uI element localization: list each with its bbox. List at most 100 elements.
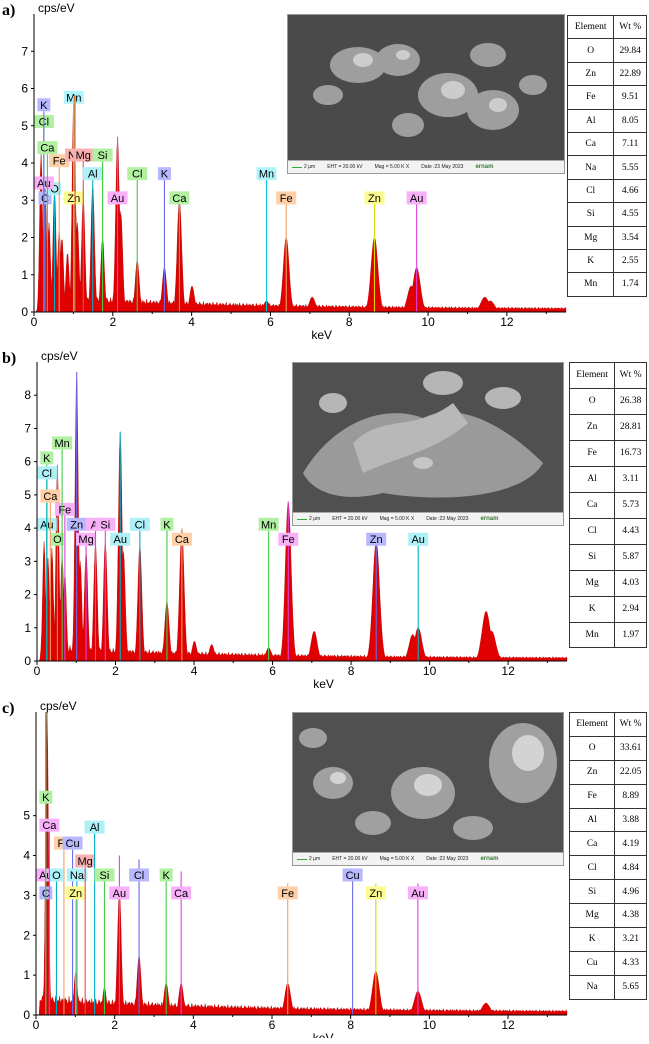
table-cell: Al [568,807,616,833]
table-row: Al 3.11 [568,465,647,493]
element-marker-label: Au [411,888,424,900]
y-tick-label: 2 [21,231,28,245]
element-marker-fe: Fe [278,532,299,546]
element-marker-label: Si [98,150,108,162]
element-marker-zn: Zn [66,517,87,531]
sem-eht: EHT = 20.00 kV [332,856,368,862]
table-cell: Al [566,108,615,133]
element-marker-label: Zn [69,888,82,900]
x-tick-label: 6 [267,315,274,329]
x-tick-label: 2 [111,1018,118,1032]
element-marker-au: Au [107,191,128,205]
table-row: Si 4.96 [568,879,647,904]
sem-scale: 2 µm [297,516,320,522]
sem-date: Date :23 May 2023 [426,856,469,862]
element-marker-box [129,517,150,531]
x-tick-label: 0 [34,664,41,678]
table-cell: 5.55 [613,155,647,180]
element-marker-box [110,532,131,546]
table-row: Al 8.05 [566,108,647,133]
table-cell: 29.84 [613,38,647,63]
element-marker-box [109,886,130,900]
table-cell: 5.87 [614,543,647,571]
element-marker-al: Al [84,820,105,834]
element-marker-box [157,167,171,181]
table-row: Mg 3.54 [566,225,647,250]
element-marker-label: Mn [259,169,274,181]
x-tick-label: 2 [112,664,119,678]
element-marker-label: Fe [282,534,295,546]
sem-micrograph: 2 µm EHT = 20.00 kV Mag = 5.00 K X Date … [292,362,564,526]
element-marker-si: Si [95,517,116,531]
element-marker-ca: Ca [40,489,61,503]
table-cell: Cl [568,855,616,881]
composition-table: Element Wt % O 26.38 Zn 28.81 Fe 16.73 Al 3.11 Ca 5… [568,362,647,649]
table-cell: 3.11 [614,465,647,493]
y-axis-label: cps/eV [41,349,78,363]
table-cell: Ca [568,491,616,519]
element-marker-box [76,532,97,546]
sem-image [288,15,564,160]
element-marker-box [364,191,385,205]
element-marker-box [65,886,86,900]
element-marker-box [49,154,70,168]
table-row: K 2.94 [568,595,647,623]
x-tick-label: 10 [423,1018,437,1032]
y-tick-label: 4 [23,849,30,863]
element-marker-box [159,868,173,882]
table-header-cell: Wt % [614,712,647,737]
element-marker-box [160,517,174,531]
table-row: O 26.38 [568,387,647,415]
element-marker-box [36,466,57,480]
table-row: Mg 4.38 [568,903,647,928]
table-row: Fe 8.89 [568,783,647,809]
element-marker-box [256,167,277,181]
element-marker-fe: Fe [49,154,70,168]
element-marker-cl: Cl [129,868,150,882]
table-row: Si 4.55 [566,202,647,227]
panel-label: c) [2,700,15,717]
table-cell: Ca [566,131,615,157]
element-marker-mn: Mn [256,167,277,181]
table-cell: 4.43 [614,517,647,545]
element-marker-box [52,436,73,450]
element-marker-label: Zn [370,534,383,546]
element-marker-box [40,489,61,503]
element-marker-box [37,141,58,155]
element-marker-label: Au [410,193,423,205]
table-cell: O [568,387,616,415]
element-marker-label: O [52,870,61,882]
element-marker-label: K [163,519,171,531]
element-marker-label: Au [111,193,124,205]
table-row: Fe 16.73 [568,439,647,467]
table-row: O 33.61 [568,735,647,761]
x-axis-label: keV [313,677,334,688]
element-marker-box [277,886,298,900]
element-marker-box [127,167,148,181]
table-cell: 3.54 [613,225,647,250]
element-marker-label: Fe [281,888,294,900]
element-marker-box [408,532,429,546]
element-marker-k: K [159,868,173,882]
element-marker-cl: Cl [127,167,148,181]
element-marker-k: K [39,790,53,804]
spectrum-area [34,102,567,313]
y-tick-label: 4 [21,156,28,170]
table-cell: 4.38 [614,903,647,928]
element-marker-si: Si [94,868,115,882]
element-marker-box [366,532,387,546]
element-marker-mg: Mg [73,148,94,162]
table-cell: Si [566,202,615,227]
table-cell: Mg [568,569,616,597]
element-marker-box [258,517,279,531]
spectrum-area [37,380,568,662]
table-row: Zn 22.89 [566,61,647,87]
table-row: Zn 28.81 [568,413,647,441]
element-marker-box [75,854,96,868]
table-row: Ca 7.11 [566,131,647,157]
table-cell: K [568,926,616,952]
edx-panel-a: a) COFeMnZnNaMgAlSiAuAuClKClKCaCaMnFeZnA… [0,0,649,340]
y-tick-label: 3 [24,554,31,568]
table-header-cell: Element [568,362,616,389]
sem-scale: 2 µm [292,164,315,170]
